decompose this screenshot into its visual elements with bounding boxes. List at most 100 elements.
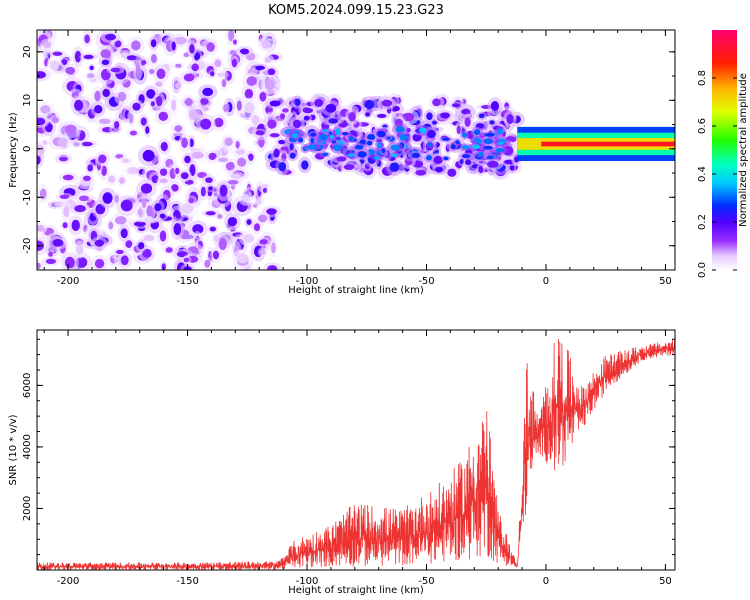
heatmap-cell [171,99,177,112]
x-tick-label: -200 [57,576,80,587]
snr-series-line [37,338,675,570]
heatmap-cell [259,239,268,245]
x-tick-label: -100 [296,276,319,287]
heatmap-cell [478,165,484,174]
heatmap-cell [194,52,201,61]
heatmap-cell [76,244,84,255]
heatmap-cell [101,59,110,66]
heatmap-cell [98,154,107,164]
heatmap-cell [180,172,189,180]
heatmap-cell [146,205,154,217]
heatmap-cell [145,126,150,134]
heatmap-cell [141,198,147,209]
y-tick-label: 20 [22,45,33,58]
heatmap-cell [246,219,252,225]
heatmap-cell [294,98,301,106]
heatmap-cell [218,157,229,162]
heatmap-cell [183,257,190,263]
heatmap-cell [94,239,104,247]
heatmap-cell [478,113,485,119]
heatmap-cell [298,137,304,143]
heatmap-cell [455,140,460,145]
heatmap-cell [50,60,59,71]
heatmap-cell [301,160,309,170]
heatmap-cell [291,133,299,139]
heatmap-cell [212,250,220,260]
heatmap-cell [181,137,188,149]
heatmap-cell [120,199,133,212]
heatmap-cell [244,88,254,99]
heatmap-cell [171,41,176,51]
heatmap-cell [183,52,190,58]
heatmap-cell [57,137,68,146]
heatmap-cell [64,124,77,135]
heatmap-cell [389,162,400,172]
heatmap-cell [366,133,376,141]
heatmap-cell [142,149,155,162]
heatmap-cell [451,103,461,108]
x-tick-label: 0 [543,576,549,587]
heatmap-cell [333,144,342,152]
y-tick-label: -10 [22,189,33,205]
heatmap-cell [126,166,139,175]
heatmap-cell [364,99,375,110]
heatmap-cell [264,56,272,63]
heatmap-cell [267,119,277,129]
heatmap-cell [73,141,80,147]
heatmap-cell [341,131,349,136]
heatmap-cell [204,259,211,268]
heatmap-cell [74,50,82,63]
colorbar-tick-label: 0.0 [697,262,708,278]
heatmap-cell [81,141,93,147]
heatmap-cell [205,211,216,216]
heatmap-cell [426,155,432,161]
heatmap-band-core [541,141,675,147]
heatmap-cell [214,59,222,68]
heatmap-cell [175,63,182,68]
heatmap-cell [381,99,393,107]
heatmap-cell [244,102,255,114]
heatmap-cell [59,194,70,199]
heatmap-cell [63,206,70,218]
heatmap-cell [490,101,500,111]
colorbar-tick-label: 0.2 [697,214,708,230]
heatmap-cell [82,175,91,182]
heatmap-cell [221,79,227,88]
heatmap-cell [461,108,471,115]
heatmap-cell [121,158,130,164]
y-tick-label: 4000 [22,434,33,459]
heatmap-cell [237,157,247,167]
heatmap-cell [192,224,204,234]
heatmap-cell [273,148,280,158]
heatmap-cell [173,223,182,236]
heatmap-cell [120,228,128,239]
heatmap-cell [258,214,268,223]
heatmap-cell [236,100,242,111]
heatmap-cell [232,39,237,45]
x-tick-label: 50 [659,276,672,287]
heatmap-cell [435,166,443,173]
heatmap-cell [110,67,121,73]
heatmap-cell [138,242,145,250]
x-tick-label: -150 [176,276,199,287]
heatmap-cell [447,168,457,177]
heatmap-cell [376,130,386,138]
heatmap-cell [94,90,101,102]
heatmap-cell [412,133,422,142]
heatmap-cell [51,117,59,124]
heatmap-cell [205,177,213,184]
heatmap-cell [390,144,400,151]
heatmap-cell [497,128,504,135]
heatmap-cell [183,73,195,82]
x-tick-label: -50 [418,276,434,287]
heatmap-cell [266,208,277,215]
heatmap-cell [132,102,141,111]
heatmap-cell [267,265,278,270]
heatmap-cell [84,34,90,44]
heatmap-cell [219,184,228,197]
heatmap-cell [259,249,266,255]
heatmap-cell [114,194,120,203]
chart-title: KOM5.2024.099.15.23.G23 [268,3,444,18]
heatmap-cell [175,36,187,45]
